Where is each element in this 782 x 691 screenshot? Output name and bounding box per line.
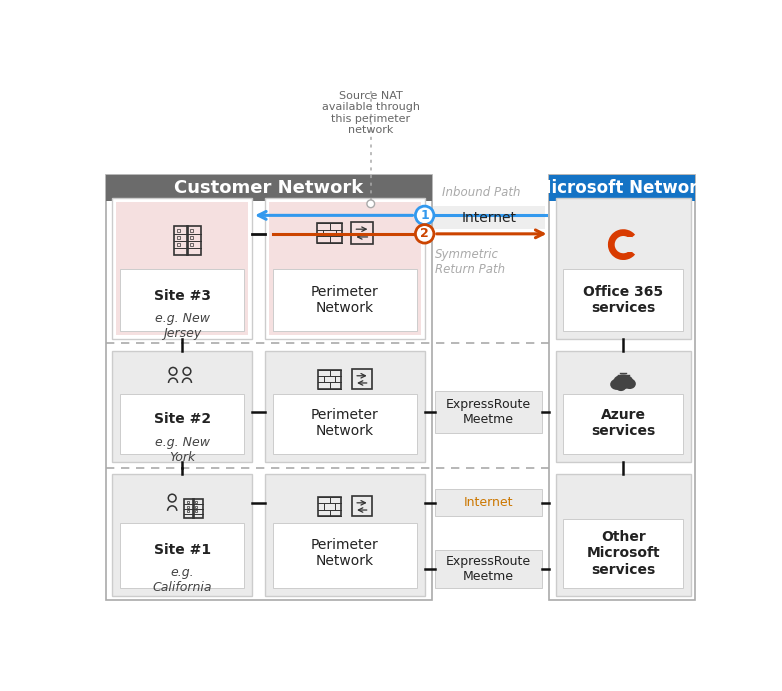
Bar [269, 202, 421, 334]
Bar [318, 498, 341, 515]
Bar [112, 351, 252, 462]
Bar [318, 370, 341, 388]
Text: e.g.
California: e.g. California [152, 567, 212, 594]
Circle shape [415, 225, 434, 243]
Bar [120, 394, 245, 454]
Bar [187, 511, 188, 513]
Text: e.g. New
York: e.g. New York [155, 435, 210, 464]
Bar [190, 236, 193, 239]
Text: Site #3: Site #3 [153, 290, 210, 303]
Bar [196, 506, 197, 508]
Bar [273, 394, 417, 454]
Bar [352, 370, 372, 390]
Bar [106, 176, 432, 600]
Bar [187, 506, 188, 508]
Bar [187, 501, 188, 503]
Circle shape [415, 206, 434, 225]
Text: Internet: Internet [464, 496, 513, 509]
Bar [555, 351, 691, 462]
Bar [555, 198, 691, 339]
Text: Inbound Path: Inbound Path [443, 186, 521, 199]
Ellipse shape [616, 384, 626, 390]
Bar [178, 243, 181, 246]
Bar [351, 223, 373, 244]
Bar [174, 227, 188, 255]
Ellipse shape [611, 380, 622, 389]
Text: Microsoft Network: Microsoft Network [536, 179, 709, 197]
Text: Source NAT
available through
this perimeter
network: Source NAT available through this perime… [321, 91, 420, 135]
Bar [190, 229, 193, 232]
Bar [265, 474, 425, 596]
Text: Site #1: Site #1 [153, 542, 210, 556]
Bar [433, 206, 545, 229]
Bar [265, 351, 425, 462]
Bar [190, 243, 193, 246]
Bar [555, 474, 691, 596]
Text: Other
Microsoft
services: Other Microsoft services [586, 530, 660, 576]
Bar [273, 269, 417, 331]
Text: ExpressRoute
Meetme: ExpressRoute Meetme [446, 398, 531, 426]
Text: 1: 1 [420, 209, 429, 222]
Bar [435, 489, 542, 515]
Text: Internet: Internet [461, 211, 516, 225]
Bar [621, 237, 632, 252]
Bar [563, 394, 683, 454]
Bar [120, 522, 245, 588]
Text: Perimeter
Network: Perimeter Network [311, 285, 378, 315]
Bar [265, 198, 425, 339]
Ellipse shape [614, 375, 633, 388]
Text: 2: 2 [420, 227, 429, 240]
Bar [112, 198, 252, 339]
Text: Symmetric
Return Path: Symmetric Return Path [435, 249, 504, 276]
Text: ExpressRoute
Meetme: ExpressRoute Meetme [446, 555, 531, 583]
Bar [193, 499, 203, 518]
Bar [112, 474, 252, 596]
Ellipse shape [625, 379, 635, 388]
Bar [178, 229, 181, 232]
Bar [550, 176, 695, 600]
Bar [106, 176, 432, 200]
Bar [317, 223, 342, 243]
Bar [435, 549, 542, 588]
Bar [563, 519, 683, 588]
Text: Office 365
services: Office 365 services [583, 285, 663, 315]
Bar [187, 227, 201, 255]
Bar [196, 511, 197, 513]
Bar [116, 202, 249, 334]
Bar [273, 522, 417, 588]
Bar [352, 496, 372, 516]
Text: Customer Network: Customer Network [174, 179, 364, 197]
Wedge shape [608, 229, 635, 260]
Bar [178, 236, 181, 239]
Bar [120, 269, 245, 331]
Text: Perimeter
Network: Perimeter Network [311, 538, 378, 569]
Bar [563, 269, 683, 331]
Text: e.g. New
Jersey: e.g. New Jersey [155, 312, 210, 341]
Bar [185, 499, 194, 518]
Circle shape [367, 200, 375, 208]
Text: Perimeter
Network: Perimeter Network [311, 408, 378, 438]
Bar [550, 176, 695, 200]
Text: Azure
services: Azure services [591, 408, 655, 438]
Bar [435, 391, 542, 433]
Wedge shape [615, 236, 631, 253]
Bar [196, 501, 197, 503]
Text: Site #2: Site #2 [153, 413, 210, 426]
